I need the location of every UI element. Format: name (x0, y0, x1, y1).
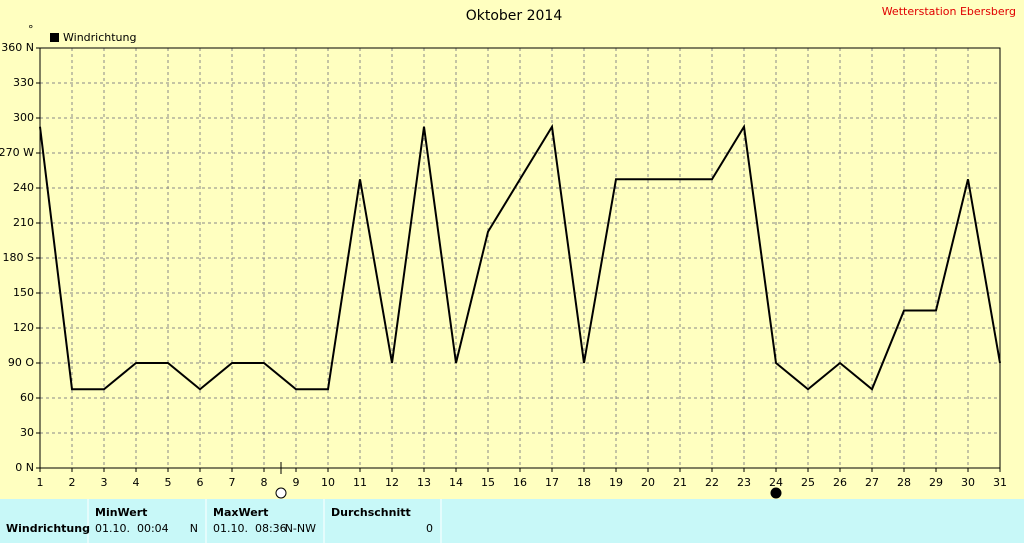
x-tick-label: 17 (545, 476, 559, 489)
cell: 01.10. 08:36 (213, 522, 287, 535)
y-tick-label: 360 N (1, 41, 34, 54)
x-tick-label: 23 (737, 476, 751, 489)
row-label: Windrichtung (6, 522, 90, 535)
cell: N-NW (285, 522, 316, 535)
plot-frame (39, 47, 1001, 469)
table-bg (0, 499, 1024, 543)
x-tick-label: 22 (705, 476, 719, 489)
y-tick-label: 270 W (0, 146, 34, 159)
x-tick-label: 27 (865, 476, 879, 489)
y-tick-label: 150 (13, 286, 34, 299)
y-tick-label: 300 (13, 111, 34, 124)
y-tick-label: 60 (20, 391, 34, 404)
y-tick-label: 30 (20, 426, 34, 439)
x-tick-label: 16 (513, 476, 527, 489)
x-tick-label: 24 (769, 476, 783, 489)
x-tick-label: 20 (641, 476, 655, 489)
source: Wetterstation Ebersberg (882, 5, 1016, 18)
y-tick-label: 210 (13, 216, 34, 229)
x-tick-label: 25 (801, 476, 815, 489)
x-tick-label: 29 (929, 476, 943, 489)
col-header: MaxWert (213, 506, 268, 519)
y-tick-label: 240 (13, 181, 34, 194)
col-header: Durchschnitt (331, 506, 411, 519)
x-tick-label: 19 (609, 476, 623, 489)
x-tick-label: 14 (449, 476, 463, 489)
y-tick-label: 0 N (15, 461, 34, 474)
chart-bg (0, 0, 1024, 499)
x-tick-label: 1 (37, 476, 44, 489)
x-tick-label: 15 (481, 476, 495, 489)
y-tick-label: 90 O (8, 356, 34, 369)
x-tick-label: 11 (353, 476, 367, 489)
y-tick-label: 330 (13, 76, 34, 89)
x-tick-label: 21 (673, 476, 687, 489)
x-tick-label: 30 (961, 476, 975, 489)
col-header: MinWert (95, 506, 147, 519)
x-tick-label: 7 (229, 476, 236, 489)
legend-swatch (50, 33, 59, 42)
x-tick-label: 26 (833, 476, 847, 489)
y-tick-label: 180 S (3, 251, 34, 264)
moon-icon (275, 487, 287, 499)
chart-title: Oktober 2014 (466, 8, 563, 24)
x-tick-label: 12 (385, 476, 399, 489)
y-tick-label: 120 (13, 321, 34, 334)
x-tick-label: 6 (197, 476, 204, 489)
x-tick-label: 5 (165, 476, 172, 489)
legend-label: Windrichtung (63, 31, 136, 44)
y-axis-label: ° (28, 23, 34, 36)
x-tick-label: 9 (293, 476, 300, 489)
data-line (39, 123, 1001, 391)
x-tick-label: 13 (417, 476, 431, 489)
cell: 01.10. 00:04 (95, 522, 169, 535)
x-tick-label: 4 (133, 476, 140, 489)
x-tick-label: 3 (101, 476, 108, 489)
x-tick-label: 31 (993, 476, 1007, 489)
x-tick-label: 10 (321, 476, 335, 489)
x-tick-label: 28 (897, 476, 911, 489)
x-tick-label: 2 (69, 476, 76, 489)
x-tick-label: 18 (577, 476, 591, 489)
x-tick-label: 8 (261, 476, 268, 489)
cell: N (190, 522, 198, 535)
moon-icon (770, 487, 782, 499)
cell: 0 (426, 522, 433, 535)
